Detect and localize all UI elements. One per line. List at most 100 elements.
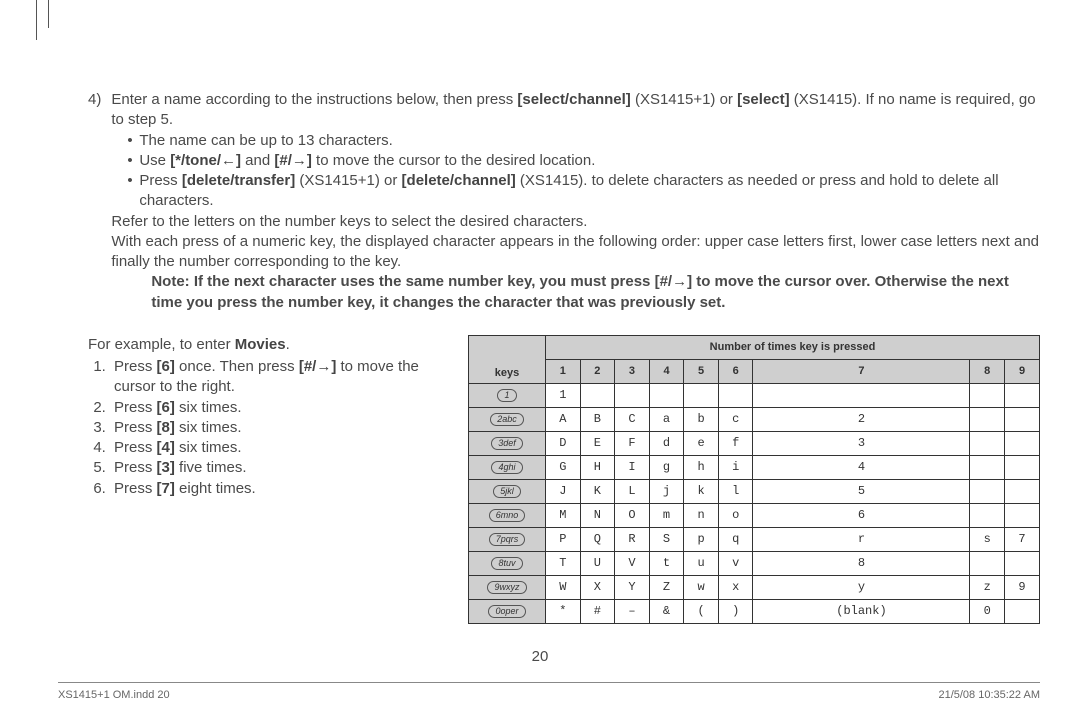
char-cell: j [649,479,684,503]
char-cell [753,383,970,407]
crop-mark [48,0,49,28]
key-cell: 7pqrs [469,527,546,551]
example-block: For example, to enter Movies. Press [6] … [88,335,438,624]
char-cell: P [546,527,581,551]
char-cell: n [684,503,719,527]
char-cell: E [580,431,615,455]
char-cell: e [684,431,719,455]
table-row: 2abcABCabc2 [469,407,1040,431]
key-pill: 0oper [488,605,525,618]
char-cell: r [753,527,970,551]
crop-mark [36,0,37,40]
char-cell [970,455,1005,479]
char-cell: ) [718,599,753,623]
key-pill: 2abc [490,413,524,426]
char-cell: B [580,407,615,431]
char-cell [1005,383,1040,407]
char-cell: k [684,479,719,503]
step-body: Enter a name according to the instructio… [111,90,1040,313]
footer-left: XS1415+1 OM.indd 20 [58,689,170,701]
char-cell: y [753,575,970,599]
char-cell: 9 [1005,575,1040,599]
char-cell [1005,455,1040,479]
col-keys: keys [469,335,546,383]
char-cell: L [615,479,650,503]
char-cell [1005,503,1040,527]
char-cell [970,551,1005,575]
example-step: Press [7] eight times. [110,479,438,499]
char-cell: Z [649,575,684,599]
char-cell [718,383,753,407]
char-cell: Y [615,575,650,599]
char-cell: 7 [1005,527,1040,551]
key-cell: 3def [469,431,546,455]
col-numbers-row: 123456789 [469,359,1040,383]
col-main: Number of times key is pressed [546,335,1040,359]
table-row: 11 [469,383,1040,407]
char-cell: p [684,527,719,551]
char-cell: R [615,527,650,551]
col-num: 5 [684,359,719,383]
char-cell: N [580,503,615,527]
char-cell: 3 [753,431,970,455]
char-cell: W [546,575,581,599]
key-pill: 5jkl [493,485,521,498]
step-4: 4) Enter a name according to the instruc… [88,90,1040,313]
table-row: 7pqrsPQRSpqrs7 [469,527,1040,551]
char-cell: t [649,551,684,575]
key-pill: 9wxyz [487,581,526,594]
char-cell: b [684,407,719,431]
footer: XS1415+1 OM.indd 20 21/5/08 10:35:22 AM [58,682,1040,701]
bullet: Use [*/tone/←] and [#/→] to move the cur… [127,151,1040,171]
char-cell: 6 [753,503,970,527]
char-cell: C [615,407,650,431]
char-cell: w [684,575,719,599]
char-cell: v [718,551,753,575]
char-cell [684,383,719,407]
key-pill: 7pqrs [489,533,526,546]
col-num: 7 [753,359,970,383]
char-cell [1005,407,1040,431]
col-num: 1 [546,359,581,383]
char-cell [970,503,1005,527]
char-cell: D [546,431,581,455]
table-row: 8tuvTUVtuv8 [469,551,1040,575]
char-cell: O [615,503,650,527]
char-cell: q [718,527,753,551]
example-intro: For example, to enter Movies. [88,335,438,355]
step4-ref2: With each press of a numeric key, the di… [111,232,1040,273]
col-num: 3 [615,359,650,383]
char-cell: z [970,575,1005,599]
key-pill: 4ghi [491,461,522,474]
char-cell: V [615,551,650,575]
char-cell: x [718,575,753,599]
key-cell: 9wxyz [469,575,546,599]
char-cell: s [970,527,1005,551]
col-num: 4 [649,359,684,383]
table-row: 4ghiGHIghi4 [469,455,1040,479]
char-cell: 1 [546,383,581,407]
keypad-table-wrapper: keys Number of times key is pressed 1234… [468,335,1040,624]
char-cell: 5 [753,479,970,503]
char-cell: Q [580,527,615,551]
example-step: Press [3] five times. [110,458,438,478]
char-cell [970,407,1005,431]
key-cell: 0oper [469,599,546,623]
key-cell: 1 [469,383,546,407]
col-num: 9 [1005,359,1040,383]
key-pill: 3def [491,437,523,450]
table-body: 112abcABCabc23defDEFdef34ghiGHIghi45jklJ… [469,383,1040,623]
example-step: Press [6] six times. [110,398,438,418]
char-cell [970,383,1005,407]
key-cell: 2abc [469,407,546,431]
char-cell [580,383,615,407]
table-row: 9wxyzWXYZwxyz9 [469,575,1040,599]
key-cell: 8tuv [469,551,546,575]
key-cell: 5jkl [469,479,546,503]
char-cell: F [615,431,650,455]
char-cell: c [718,407,753,431]
col-num: 6 [718,359,753,383]
table-head: keys Number of times key is pressed 1234… [469,335,1040,383]
key-cell: 4ghi [469,455,546,479]
col-num: 2 [580,359,615,383]
